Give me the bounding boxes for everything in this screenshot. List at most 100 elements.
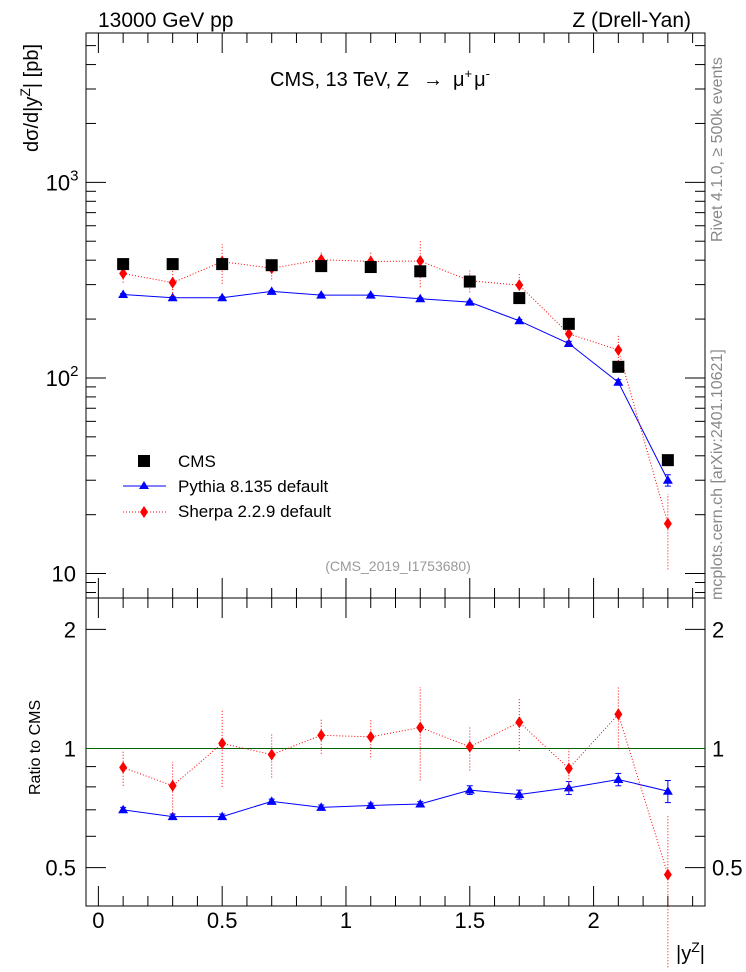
data-point-cms <box>166 258 179 271</box>
x-tick-label: 1 <box>340 908 352 933</box>
data-point-cms <box>513 292 526 305</box>
data-point-cms <box>463 275 476 288</box>
x-tick-label: 1.5 <box>454 908 485 933</box>
data-point-pythia <box>563 338 574 348</box>
main-y-axis-label: dσ/d|yZ| [pb] <box>17 44 43 152</box>
xlabel-suffix: | <box>700 943 705 965</box>
x-tick-label: 0.5 <box>207 908 238 933</box>
data-point-cms <box>117 258 130 271</box>
y-tick-label: 103 <box>46 167 79 195</box>
ratio-data-marks <box>86 685 705 968</box>
data-point-pythia <box>118 289 129 299</box>
ratio-y-axis-label: Ratio to CMS <box>27 700 44 795</box>
data-point-pythia <box>464 785 475 794</box>
x-tick-label: 0 <box>92 908 104 933</box>
data-point-pythia <box>464 297 475 306</box>
data-point-pythia <box>514 789 525 799</box>
main-line-pythia <box>123 290 669 481</box>
ratio-y-tick-label: 1 <box>64 736 76 761</box>
ylabel-suffix: | [pb] <box>21 44 43 88</box>
rivet-label: Rivet 4.1.0, ≥ 500k events <box>709 57 726 242</box>
data-point-sherpa <box>564 762 573 775</box>
main-y-tick-labels: 10 102 103 <box>46 167 79 586</box>
ratio-y-tick-labels: 0.5 0.5 1 1 2 2 <box>45 617 742 880</box>
data-point-pythia <box>167 811 178 821</box>
title-arrow: → <box>423 69 443 91</box>
header-left: 13000 GeV pp <box>98 9 233 32</box>
data-point-pythia <box>217 292 228 302</box>
data-point-sherpa <box>317 729 326 742</box>
y-tick-label: 102 <box>46 363 79 391</box>
ylabel-prefix: dσ/d|y <box>21 97 43 152</box>
data-point-sherpa <box>614 343 623 356</box>
ratio-x-ticks <box>97 598 694 906</box>
main-data-marks <box>117 241 674 570</box>
data-point-pythia <box>266 286 277 295</box>
ratio-line-pythia <box>123 778 668 818</box>
data-point-cms <box>661 454 674 467</box>
data-point-sherpa <box>366 730 375 743</box>
title-mu1: μ <box>453 69 465 91</box>
data-point-sherpa <box>168 276 177 289</box>
ratio-y-tick-label: 0.5 <box>45 856 76 881</box>
ratio-line-sherpa <box>122 713 669 875</box>
title-mu2: μ <box>474 69 486 91</box>
data-point-pythia <box>217 811 228 821</box>
header-right: Z (Drell-Yan) <box>572 9 691 32</box>
data-point-sherpa <box>218 737 227 750</box>
data-point-pythia <box>613 377 624 386</box>
legend: CMS Pythia 8.135 default Sherpa 2.2.9 de… <box>123 452 331 521</box>
data-point-pythia <box>316 802 327 811</box>
title-plus: + <box>465 66 473 81</box>
data-point-pythia <box>316 290 327 299</box>
xlabel-sup: Z <box>691 939 700 955</box>
data-point-cms <box>315 260 328 273</box>
data-point-pythia <box>118 804 129 814</box>
data-point-cms <box>364 261 377 274</box>
data-point-sherpa <box>515 716 524 729</box>
data-point-sherpa <box>515 279 524 292</box>
title-minus: - <box>486 66 490 81</box>
data-point-sherpa <box>168 779 177 792</box>
data-point-cms <box>414 265 427 278</box>
data-point-cms <box>562 317 575 330</box>
data-point-sherpa <box>416 721 425 734</box>
legend-label-cms: CMS <box>178 452 216 471</box>
y-tick-label: 10 <box>52 562 76 587</box>
data-point-sherpa <box>465 740 474 753</box>
data-point-sherpa <box>119 267 128 280</box>
legend-label-sherpa: Sherpa 2.2.9 default <box>178 502 331 521</box>
data-point-pythia <box>415 799 426 808</box>
data-point-pythia <box>365 290 376 299</box>
plot-title: CMS, 13 TeV, Z → μ+ μ- <box>270 66 490 91</box>
ratio-y-tick-label-right: 0.5 <box>712 856 743 881</box>
data-point-cms <box>265 259 278 272</box>
data-point-pythia <box>514 315 525 325</box>
data-point-sherpa <box>564 327 573 340</box>
x-tick-label: 2 <box>587 908 599 933</box>
main-y-ticks <box>86 45 705 594</box>
xlabel-prefix: |y <box>676 943 691 965</box>
data-point-cms <box>216 258 229 271</box>
data-point-sherpa <box>119 761 128 774</box>
legend-marker-cms <box>138 455 150 467</box>
legend-marker-pythia <box>139 481 149 489</box>
title-main: CMS, 13 TeV, Z <box>270 69 409 91</box>
ratio-y-ticks <box>86 628 705 907</box>
x-tick-labels: 0 0.5 1 1.5 2 <box>92 908 599 933</box>
data-point-sherpa <box>663 517 672 530</box>
ratio-y-tick-label-right: 2 <box>712 617 724 642</box>
data-point-pythia <box>266 796 277 805</box>
data-point-sherpa <box>267 748 276 761</box>
data-point-pythia <box>415 293 426 303</box>
data-point-pythia <box>662 475 673 484</box>
main-x-ticks <box>97 33 694 598</box>
data-point-sherpa <box>416 255 425 268</box>
ratio-y-tick-label: 2 <box>64 617 76 642</box>
legend-label-pythia: Pythia 8.135 default <box>178 477 329 496</box>
ratio-frame <box>85 597 706 907</box>
ylabel-sup: Z <box>17 88 33 97</box>
legend-marker-sherpa <box>140 506 148 518</box>
